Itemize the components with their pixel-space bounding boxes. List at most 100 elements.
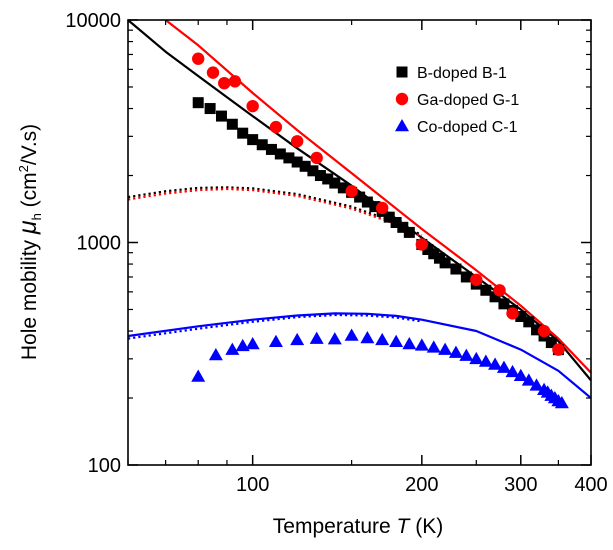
data-point-co-doped-c-1	[389, 334, 404, 348]
data-point-b-doped-b-1	[337, 182, 349, 194]
y-tick-label: 10000	[65, 10, 121, 32]
data-point-b-doped-b-1	[237, 127, 249, 139]
x-tick-label: 400	[574, 474, 607, 496]
data-point-co-doped-c-1	[513, 368, 528, 381]
x-axis-title: Temperature T (K)	[273, 515, 443, 538]
data-point-co-doped-c-1	[360, 331, 375, 344]
data-point-b-doped-b-1	[523, 316, 535, 328]
data-point-b-doped-b-1	[192, 97, 204, 109]
model-curve-solid	[128, 20, 591, 382]
data-point-co-doped-c-1	[208, 348, 223, 361]
data-point-b-doped-b-1	[314, 170, 326, 182]
data-point-ga-doped-g-1	[310, 151, 323, 165]
data-point-co-doped-c-1	[488, 357, 503, 370]
data-point-ga-doped-g-1	[415, 238, 429, 251]
data-point-co-doped-c-1	[438, 342, 453, 355]
data-point-co-doped-c-1	[529, 378, 544, 391]
data-point-co-doped-c-1	[414, 338, 429, 351]
data-point-ga-doped-g-1	[206, 66, 220, 79]
data-point-b-doped-b-1	[489, 291, 501, 303]
data-point-co-doped-c-1	[505, 364, 520, 378]
data-point-ga-doped-g-1	[269, 120, 283, 134]
legend-marker	[395, 92, 409, 106]
data-point-b-doped-b-1	[291, 156, 303, 168]
legend-marker	[395, 119, 409, 132]
model-curve-solid	[164, 20, 591, 374]
data-point-b-doped-b-1	[428, 248, 440, 260]
data-point-b-doped-b-1	[299, 160, 311, 172]
data-point-b-doped-b-1	[498, 298, 510, 310]
model-curve-dotted	[128, 187, 423, 238]
data-point-b-doped-b-1	[433, 252, 445, 264]
legend: B-doped B-1 Ga-doped G-1 Co-doped C-1	[395, 65, 519, 136]
data-point-co-doped-c-1	[402, 336, 417, 350]
data-point-b-doped-b-1	[361, 196, 373, 208]
data-point-b-doped-b-1	[480, 284, 492, 296]
legend-marker	[396, 66, 408, 78]
data-point-b-doped-b-1	[531, 324, 543, 336]
x-tick-label: 300	[504, 474, 537, 496]
data-point-b-doped-b-1	[354, 191, 366, 203]
x-tick-label: 100	[236, 474, 269, 496]
data-point-co-doped-c-1	[191, 369, 206, 382]
data-point-ga-doped-g-1	[537, 324, 551, 338]
data-point-b-doped-b-1	[215, 110, 227, 122]
data-point-co-doped-c-1	[268, 334, 283, 348]
data-point-ga-doped-g-1	[470, 273, 483, 286]
data-point-b-doped-b-1	[439, 257, 451, 269]
model-curve-dotted	[128, 186, 423, 237]
data-point-co-doped-c-1	[459, 348, 474, 361]
data-point-ga-doped-g-1	[246, 99, 259, 113]
data-point-b-doped-b-1	[283, 152, 295, 164]
model-curve-solid	[128, 312, 591, 399]
data-point-b-doped-b-1	[329, 177, 341, 189]
data-point-ga-doped-g-1	[493, 284, 506, 297]
y-tick-label: 100	[88, 455, 121, 477]
data-point-ga-doped-g-1	[506, 307, 519, 320]
data-point-b-doped-b-1	[307, 165, 319, 177]
data-point-co-doped-c-1	[290, 332, 305, 346]
data-point-b-doped-b-1	[460, 271, 472, 283]
data-point-co-doped-c-1	[478, 354, 493, 367]
data-point-b-doped-b-1	[274, 148, 286, 160]
data-point-b-doped-b-1	[397, 221, 409, 233]
model-curve-dotted	[128, 313, 422, 340]
data-point-co-doped-c-1	[309, 331, 324, 344]
legend-label: B-doped B-1	[417, 65, 507, 82]
data-point-ga-doped-g-1	[552, 343, 565, 356]
data-point-b-doped-b-1	[390, 216, 402, 228]
data-point-b-doped-b-1	[226, 118, 238, 130]
legend-label: Ga-doped G-1	[417, 92, 519, 109]
data-point-ga-doped-g-1	[290, 135, 304, 148]
data-point-b-doped-b-1	[422, 244, 434, 256]
data-point-b-doped-b-1	[369, 201, 381, 213]
data-point-co-doped-c-1	[245, 336, 260, 350]
data-point-co-doped-c-1	[554, 395, 569, 409]
data-point-ga-doped-g-1	[375, 201, 389, 215]
plot-frame	[127, 19, 592, 466]
data-point-b-doped-b-1	[247, 134, 259, 146]
data-point-b-doped-b-1	[515, 310, 527, 322]
axis-ticks: 100 200 300 400 100 1000 10000	[65, 10, 607, 496]
legend-label: Co-doped C-1	[417, 119, 518, 136]
data-point-b-doped-b-1	[383, 211, 395, 223]
data-point-b-doped-b-1	[403, 226, 415, 238]
x-tick-label: 200	[405, 474, 438, 496]
data-point-co-doped-c-1	[469, 351, 484, 365]
y-tick-label: 1000	[77, 233, 122, 255]
data-point-b-doped-b-1	[265, 143, 277, 155]
data-point-b-doped-b-1	[322, 173, 334, 185]
data-point-b-doped-b-1	[204, 103, 216, 115]
data-point-co-doped-c-1	[327, 332, 342, 345]
data-point-co-doped-c-1	[496, 360, 511, 373]
data-point-b-doped-b-1	[450, 263, 462, 275]
data-point-ga-doped-g-1	[218, 76, 231, 90]
data-point-b-doped-b-1	[256, 139, 268, 151]
data-point-co-doped-c-1	[235, 338, 250, 352]
data-point-co-doped-c-1	[448, 345, 463, 358]
data-point-ga-doped-g-1	[228, 75, 242, 88]
model-curves	[128, 20, 591, 399]
data-point-co-doped-c-1	[426, 340, 441, 353]
data-point-co-doped-c-1	[225, 342, 240, 355]
